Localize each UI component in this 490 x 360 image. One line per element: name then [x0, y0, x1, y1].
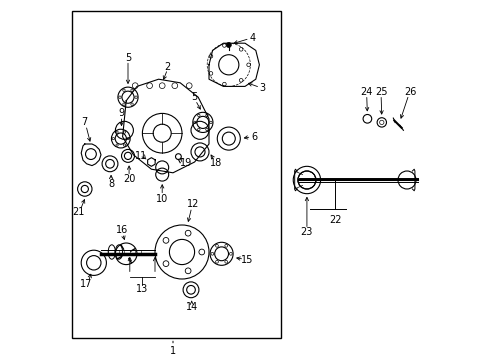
Text: 2: 2	[165, 62, 171, 72]
Text: 5: 5	[192, 92, 198, 102]
Text: 5: 5	[125, 53, 131, 63]
Text: 20: 20	[123, 174, 135, 184]
Text: 13: 13	[136, 284, 148, 294]
Text: 16: 16	[116, 225, 128, 235]
Circle shape	[226, 42, 231, 48]
Bar	[72, 11, 281, 338]
Text: 7: 7	[82, 117, 88, 127]
Text: 26: 26	[404, 87, 417, 97]
Text: 19: 19	[179, 158, 192, 168]
Text: 24: 24	[361, 87, 373, 97]
Text: 12: 12	[187, 199, 199, 210]
Text: 8: 8	[108, 179, 114, 189]
Text: 25: 25	[375, 87, 387, 97]
Text: 18: 18	[210, 158, 222, 168]
Text: 15: 15	[241, 255, 253, 265]
Text: 3: 3	[259, 83, 266, 93]
Text: 11: 11	[134, 151, 147, 161]
Text: 14: 14	[186, 302, 198, 312]
Text: 4: 4	[249, 33, 255, 43]
Text: 10: 10	[156, 194, 169, 204]
Text: 1: 1	[170, 346, 176, 356]
Text: 22: 22	[329, 215, 341, 225]
Text: 17: 17	[80, 279, 93, 289]
Text: 6: 6	[251, 132, 257, 142]
Text: 9: 9	[119, 108, 124, 118]
Text: 21: 21	[73, 207, 85, 217]
Text: 23: 23	[301, 227, 313, 237]
